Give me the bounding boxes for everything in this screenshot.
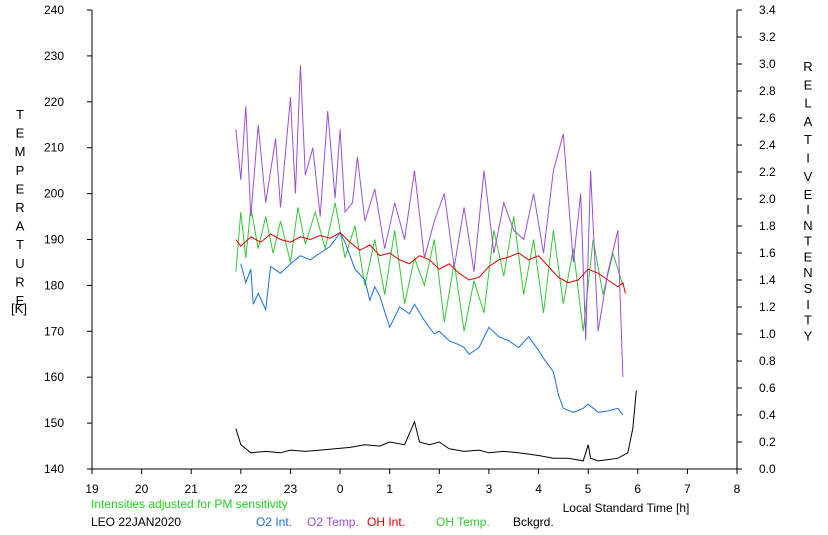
left-axis-title-letter: E <box>16 126 25 141</box>
x-tick-label: 23 <box>284 482 298 496</box>
left-tick-label: 180 <box>44 278 64 292</box>
right-tick-label: 0.4 <box>759 408 776 422</box>
right-tick-label: 1.6 <box>759 246 776 260</box>
note-text: Intensities adjusted for PM sensitivity <box>91 497 288 511</box>
left-axis-title-letter: P <box>16 163 25 178</box>
right-axis-title-letter: L <box>804 96 811 111</box>
right-tick-label: 0.0 <box>759 462 776 476</box>
x-tick-label: 5 <box>585 482 592 496</box>
right-axis-title-letter: E <box>804 187 813 202</box>
right-axis-title-letter: N <box>803 265 812 280</box>
left-axis-title-letter: E <box>16 293 25 308</box>
right-tick-label: 2.6 <box>759 111 776 125</box>
right-tick-label: 0.8 <box>759 354 776 368</box>
right-tick-label: 1.8 <box>759 219 776 233</box>
x-tick-label: 19 <box>85 482 99 496</box>
x-tick-label: 1 <box>386 482 393 496</box>
x-tick-label: 21 <box>185 482 199 496</box>
left-tick-label: 240 <box>44 3 64 17</box>
x-axis-title: Local Standard Time [h] <box>563 501 690 515</box>
left-axis-title-letter: E <box>16 181 25 196</box>
right-axis-title-letter: V <box>804 169 813 184</box>
right-axis-title-letter: T <box>804 132 812 147</box>
right-tick-label: 1.0 <box>759 327 776 341</box>
right-axis-title-letter: E <box>804 249 813 264</box>
series-line-oh-int <box>235 232 626 294</box>
right-tick-label: 0.2 <box>759 435 776 449</box>
left-tick-label: 200 <box>44 187 64 201</box>
x-tick-label: 7 <box>684 482 691 496</box>
legend-entry: OH Temp. <box>436 515 490 529</box>
x-tick-label: 8 <box>734 482 741 496</box>
right-tick-label: 2.4 <box>759 138 776 152</box>
left-axis-title-letter: T <box>16 107 24 122</box>
right-tick-label: 1.2 <box>759 300 776 314</box>
left-tick-label: 150 <box>44 416 64 430</box>
right-tick-label: 2.0 <box>759 192 776 206</box>
legend-entry: O2 Int. <box>256 515 292 529</box>
left-tick-label: 140 <box>44 462 64 476</box>
series-line-oh-temp <box>235 202 624 332</box>
x-tick-label: 6 <box>634 482 641 496</box>
left-axis-unit: [K] <box>11 301 27 316</box>
right-axis-title-letter: R <box>803 59 812 74</box>
x-tick-label: 2 <box>436 482 443 496</box>
series-line-o2-temp <box>235 65 624 378</box>
right-axis-title-letter: A <box>804 114 813 129</box>
x-tick-label: 3 <box>486 482 493 496</box>
x-tick-label: 0 <box>337 482 344 496</box>
right-tick-label: 3.4 <box>759 3 776 17</box>
right-tick-label: 3.0 <box>759 57 776 71</box>
right-axis-title-letter: E <box>804 77 813 92</box>
left-tick-label: 220 <box>44 95 64 109</box>
left-tick-label: 230 <box>44 49 64 63</box>
x-tick-label: 4 <box>535 482 542 496</box>
right-axis-title-letter: I <box>806 151 810 166</box>
x-tick-label: 22 <box>234 482 248 496</box>
left-tick-label: 190 <box>44 233 64 247</box>
right-tick-label: 2.8 <box>759 84 776 98</box>
left-axis-title-letter: A <box>16 219 25 234</box>
left-tick-label: 160 <box>44 370 64 384</box>
right-axis-title-letter: T <box>804 234 812 249</box>
right-tick-label: 1.4 <box>759 273 776 287</box>
right-tick-label: 0.6 <box>759 381 776 395</box>
legend-entry: O2 Temp. <box>307 515 359 529</box>
right-tick-label: 2.2 <box>759 165 776 179</box>
x-tick-label: 20 <box>135 482 149 496</box>
right-axis-title-letter: S <box>804 281 813 296</box>
right-axis-title-letter: Y <box>804 328 813 343</box>
left-axis-title-letter: M <box>15 144 26 159</box>
left-tick-label: 210 <box>44 141 64 155</box>
legend-entry: OH Int. <box>367 515 405 529</box>
series-line-o2-int <box>240 231 624 416</box>
right-axis-title-letter: I <box>806 297 810 312</box>
left-axis-title-letter: R <box>15 200 24 215</box>
left-axis-title-letter: R <box>15 274 24 289</box>
left-axis-title-letter: T <box>16 237 24 252</box>
left-tick-label: 170 <box>44 324 64 338</box>
left-axis-title-letter: U <box>15 256 24 271</box>
right-axis-title-letter: T <box>804 313 812 328</box>
right-axis-title-letter: N <box>803 218 812 233</box>
legend-entry: Bckgrd. <box>513 515 554 529</box>
series-line-bckgrd <box>235 390 637 462</box>
station-label: LEO 22JAN2020 <box>91 515 181 529</box>
right-tick-label: 3.2 <box>759 30 776 44</box>
right-axis-title-letter: I <box>806 202 810 217</box>
